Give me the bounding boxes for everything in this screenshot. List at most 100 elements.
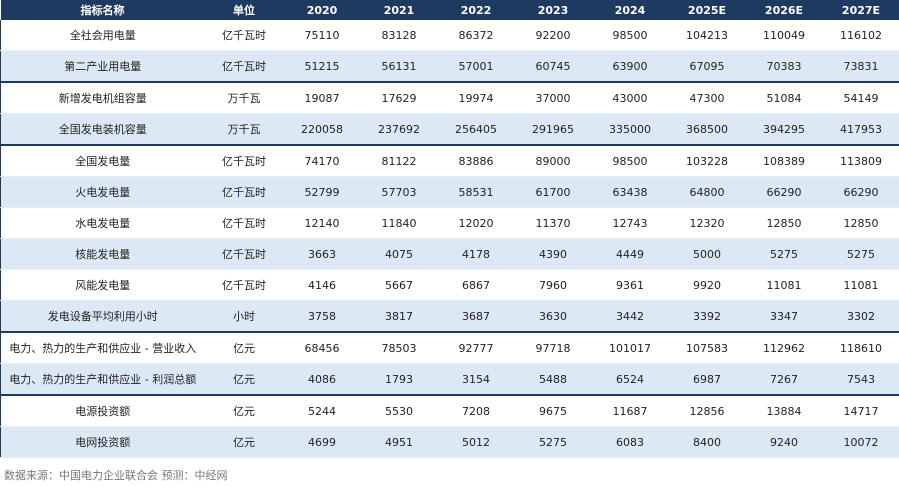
- value-cell: 78503: [360, 331, 438, 364]
- table-row: 风能发电量 亿千瓦时 4146 5667 6867 7960 9361 9920 11081 11…: [0, 269, 899, 301]
- row-label: 水电发电量: [0, 207, 205, 239]
- value-cell: 11081: [745, 269, 823, 301]
- value-cell: 3630: [514, 300, 592, 333]
- table-row: 电力、热力的生产和供应业 - 营业收入 亿元 68456 78503 92777 9771…: [0, 331, 899, 364]
- value-cell: 60745: [514, 50, 592, 83]
- unit-cell: 小时: [204, 300, 284, 333]
- value-cell: 417953: [822, 113, 899, 146]
- value-cell: 37000: [514, 81, 592, 114]
- value-cell: 54149: [822, 81, 899, 114]
- value-cell: 7543: [822, 363, 899, 396]
- value-cell: 13884: [745, 394, 823, 427]
- header-cell: 2022: [437, 0, 515, 20]
- value-cell: 6524: [591, 363, 669, 396]
- value-cell: 89000: [514, 144, 592, 177]
- value-cell: 8400: [668, 426, 746, 458]
- header-cell: 2020: [283, 0, 361, 20]
- value-cell: 11370: [514, 207, 592, 239]
- value-cell: 6083: [591, 426, 669, 458]
- row-label: 发电设备平均利用小时: [0, 300, 205, 333]
- value-cell: 5012: [437, 426, 515, 458]
- row-label: 电网投资额: [0, 426, 205, 458]
- table-row: 新增发电机组容量 万千瓦 19087 17629 19974 37000 43000 4730…: [0, 81, 899, 114]
- value-cell: 3347: [745, 300, 823, 333]
- value-cell: 5244: [283, 394, 361, 427]
- value-cell: 4951: [360, 426, 438, 458]
- source-note: 数据来源：中国电力企业联合会 预测：中经网: [4, 469, 228, 482]
- header-cell: 指标名称: [0, 0, 205, 20]
- value-cell: 7267: [745, 363, 823, 396]
- value-cell: 12856: [668, 394, 746, 427]
- header-row: 指标名称 单位 2020 2021 2022 2023 2024 2025E 2026E 2027…: [0, 0, 899, 20]
- value-cell: 19974: [437, 81, 515, 114]
- value-cell: 7960: [514, 269, 592, 301]
- header-cell: 2027E: [822, 0, 899, 20]
- value-cell: 104213: [668, 20, 746, 51]
- value-cell: 5667: [360, 269, 438, 301]
- unit-cell: 亿千瓦时: [204, 269, 284, 301]
- unit-cell: 万千瓦: [204, 113, 284, 146]
- value-cell: 12320: [668, 207, 746, 239]
- row-label: 新增发电机组容量: [0, 81, 205, 114]
- value-cell: 12020: [437, 207, 515, 239]
- unit-cell: 亿元: [204, 426, 284, 458]
- value-cell: 66290: [822, 176, 899, 208]
- value-cell: 12850: [745, 207, 823, 239]
- value-cell: 394295: [745, 113, 823, 146]
- table-row: 全社会用电量 亿千瓦时 75110 83128 86372 92200 98500 10421…: [0, 20, 899, 51]
- value-cell: 107583: [668, 331, 746, 364]
- row-label: 风能发电量: [0, 269, 205, 301]
- value-cell: 17629: [360, 81, 438, 114]
- unit-cell: 亿千瓦时: [204, 20, 284, 51]
- value-cell: 3758: [283, 300, 361, 333]
- value-cell: 237692: [360, 113, 438, 146]
- value-cell: 113809: [822, 144, 899, 177]
- table-row: 电源投资额 亿元 5244 5530 7208 9675 11687 12856 13884 14…: [0, 394, 899, 427]
- unit-cell: 亿元: [204, 394, 284, 427]
- value-cell: 70383: [745, 50, 823, 83]
- value-cell: 5275: [514, 426, 592, 458]
- value-cell: 4075: [360, 238, 438, 270]
- value-cell: 12140: [283, 207, 361, 239]
- value-cell: 10072: [822, 426, 899, 458]
- value-cell: 92200: [514, 20, 592, 51]
- value-cell: 4449: [591, 238, 669, 270]
- value-cell: 63900: [591, 50, 669, 83]
- value-cell: 56131: [360, 50, 438, 83]
- value-cell: 67095: [668, 50, 746, 83]
- value-cell: 291965: [514, 113, 592, 146]
- unit-cell: 亿千瓦时: [204, 176, 284, 208]
- value-cell: 83128: [360, 20, 438, 51]
- value-cell: 3302: [822, 300, 899, 333]
- value-cell: 6987: [668, 363, 746, 396]
- value-cell: 101017: [591, 331, 669, 364]
- unit-cell: 亿千瓦时: [204, 50, 284, 83]
- value-cell: 9361: [591, 269, 669, 301]
- value-cell: 57001: [437, 50, 515, 83]
- row-label: 第二产业用电量: [0, 50, 205, 83]
- value-cell: 58531: [437, 176, 515, 208]
- unit-cell: 亿元: [204, 363, 284, 396]
- value-cell: 12850: [822, 207, 899, 239]
- unit-cell: 亿千瓦时: [204, 144, 284, 177]
- value-cell: 75110: [283, 20, 361, 51]
- value-cell: 103228: [668, 144, 746, 177]
- value-cell: 4699: [283, 426, 361, 458]
- value-cell: 3687: [437, 300, 515, 333]
- value-cell: 57703: [360, 176, 438, 208]
- value-cell: 4178: [437, 238, 515, 270]
- value-cell: 11081: [822, 269, 899, 301]
- table-row: 电力、热力的生产和供应业 - 利润总额 亿元 4086 1793 3154 5488 652…: [0, 363, 899, 396]
- value-cell: 5488: [514, 363, 592, 396]
- row-label: 核能发电量: [0, 238, 205, 270]
- value-cell: 6867: [437, 269, 515, 301]
- table-row: 全国发电量 亿千瓦时 74170 81122 83886 89000 98500 103228…: [0, 144, 899, 177]
- value-cell: 98500: [591, 144, 669, 177]
- value-cell: 7208: [437, 394, 515, 427]
- header-cell: 2025E: [668, 0, 746, 20]
- value-cell: 116102: [822, 20, 899, 51]
- value-cell: 43000: [591, 81, 669, 114]
- value-cell: 47300: [668, 81, 746, 114]
- value-cell: 5275: [745, 238, 823, 270]
